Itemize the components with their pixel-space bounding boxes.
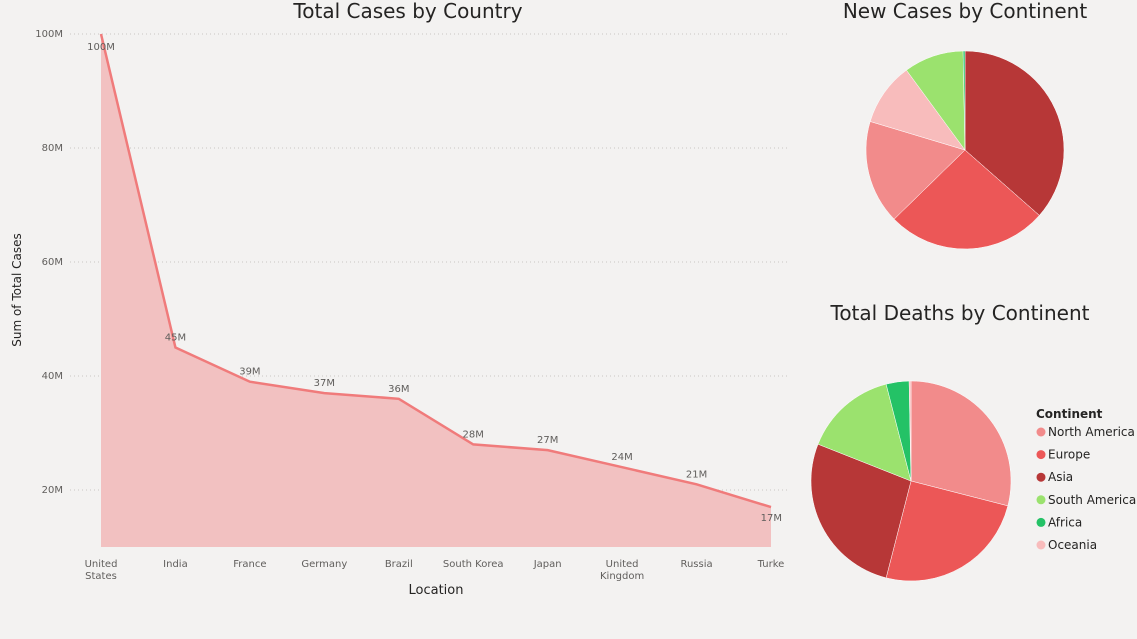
pie-slice-europe[interactable] <box>885 480 1009 582</box>
data-label: 28M <box>463 429 484 440</box>
total-cases-series[interactable] <box>99 33 772 547</box>
x-tick-label: Japan <box>533 559 562 570</box>
legend-label: Oceania <box>1048 538 1097 552</box>
data-label: 100M <box>87 42 115 53</box>
total-deaths-chart[interactable]: Total Deaths by Continent <box>810 301 1090 582</box>
y-axis-title: Sum of Total Cases <box>10 233 24 347</box>
legend-swatch <box>1036 450 1046 460</box>
x-tick-label: South Korea <box>443 559 504 570</box>
total-cases-data-labels: 100M 45M 39M 37M 36M 28M 27M 24M 21M 17M <box>87 42 782 524</box>
pie-slice-north-america[interactable] <box>865 121 966 220</box>
data-label: 27M <box>537 435 558 446</box>
x-tick-label: Germany <box>301 559 347 570</box>
legend-swatch <box>1036 540 1046 550</box>
y-tick-label: 20M <box>42 485 63 496</box>
data-label: 36M <box>388 384 409 395</box>
total-cases-title: Total Cases by Country <box>292 0 522 23</box>
x-axis-title: Location <box>409 583 464 598</box>
total-deaths-title: Total Deaths by Continent <box>830 301 1090 325</box>
x-tick-label: Turke <box>757 559 785 570</box>
total-cases-chart[interactable]: Total Cases by Country 20M 40M 60M 80M 100M … <box>10 0 790 598</box>
data-label: 39M <box>239 367 260 378</box>
total-cases-y-ticks: 20M 40M 60M 80M 100M <box>35 29 63 496</box>
new-cases-title: New Cases by Continent <box>843 0 1088 23</box>
x-tick-label: United Kingdom <box>600 559 644 582</box>
legend-label: North America <box>1048 425 1135 439</box>
x-tick-label: France <box>233 559 266 570</box>
new-cases-chart[interactable]: New Cases by Continent <box>843 0 1088 250</box>
data-label: 37M <box>314 378 335 389</box>
pie-slice-south-america[interactable] <box>817 383 912 482</box>
y-tick-label: 40M <box>42 371 63 382</box>
continent-legend: Continent North America Europe Asia South A… <box>1036 407 1136 552</box>
data-label: 24M <box>611 452 632 463</box>
pie-slice-north-america[interactable] <box>910 380 1012 507</box>
area-line[interactable] <box>99 33 772 509</box>
legend-items: North America Europe Asia South America Afri… <box>1036 425 1136 552</box>
data-label: 21M <box>686 469 707 480</box>
legend-label: Africa <box>1048 515 1082 529</box>
legend-label: Asia <box>1048 470 1073 484</box>
total-deaths-pie[interactable] <box>810 380 1012 582</box>
legend-title: Continent <box>1036 407 1103 421</box>
total-cases-x-ticks: United States India France Germany Brazil Sout… <box>85 559 785 582</box>
data-label: 17M <box>761 513 782 524</box>
legend-label: Europe <box>1048 448 1090 462</box>
legend-swatch <box>1036 517 1046 527</box>
pie-slice-europe[interactable] <box>893 149 1040 250</box>
pie-slice-africa[interactable] <box>962 50 966 151</box>
y-tick-label: 100M <box>35 29 63 40</box>
x-tick-label: Brazil <box>385 559 413 570</box>
data-label: 45M <box>165 333 186 344</box>
area-fill <box>101 34 771 547</box>
x-tick-label: India <box>163 559 188 570</box>
pie-slice-oceania[interactable] <box>908 380 912 482</box>
x-tick-label: Russia <box>680 559 712 570</box>
legend-swatch <box>1036 495 1046 505</box>
legend-swatch <box>1036 472 1046 482</box>
legend-swatch <box>1036 427 1046 437</box>
pie-slice-asia[interactable] <box>810 443 912 579</box>
legend-label: South America <box>1048 493 1136 507</box>
y-tick-label: 80M <box>42 143 63 154</box>
y-tick-label: 60M <box>42 257 63 268</box>
pie-slice-asia[interactable] <box>964 50 1065 216</box>
new-cases-pie[interactable] <box>865 50 1065 250</box>
x-tick-label: United States <box>85 559 118 582</box>
